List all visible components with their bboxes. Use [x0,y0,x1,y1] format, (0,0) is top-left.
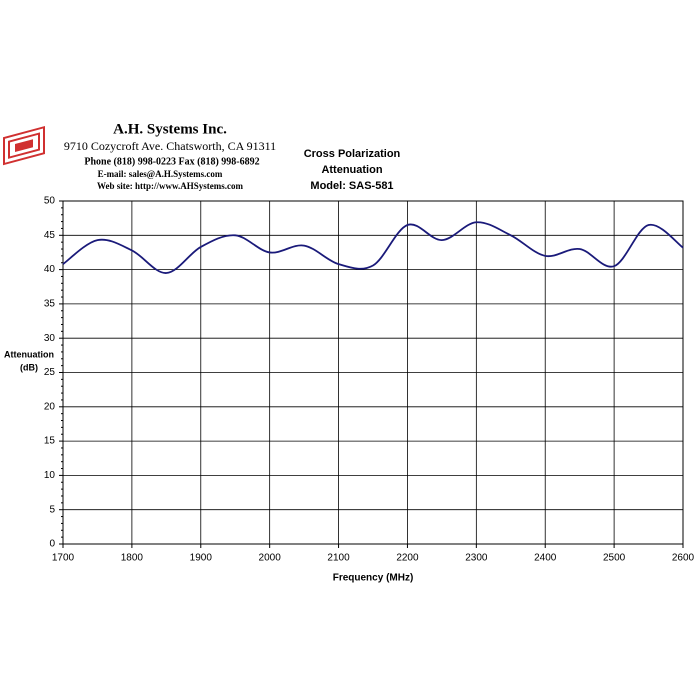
y-axis-label: (dB) [20,362,38,372]
x-axis-label: Frequency (MHz) [333,573,414,584]
chart-title: Model: SAS-581 [310,180,393,192]
y-axis-label: Attenuation [4,349,54,359]
x-tick-label: 2300 [465,553,488,564]
y-tick-label: 35 [44,299,56,310]
y-tick-label: 10 [44,470,56,481]
y-tick-label: 20 [44,401,56,412]
website: Web site: http://www.AHSystems.com [97,181,243,191]
x-tick-label: 1700 [52,553,75,564]
address: 9710 Cozycroft Ave. Chatsworth, CA 91311 [64,139,276,153]
y-tick-label: 50 [44,196,56,207]
y-tick-label: 40 [44,264,56,275]
y-tick-label: 30 [44,333,56,344]
x-tick-label: 2100 [327,553,350,564]
y-tick-label: 25 [44,367,56,378]
company: A.H. Systems Inc. [113,121,227,137]
x-tick-label: 2000 [259,553,282,564]
x-tick-label: 2200 [396,553,419,564]
plot-frame [62,200,684,545]
y-tick-label: 15 [44,436,56,447]
x-tick-label: 2400 [534,553,557,564]
y-tick-label: 45 [44,230,56,241]
y-tick-label: 5 [49,504,55,515]
x-tick-label: 2500 [603,553,626,564]
chart-title: Cross Polarization [304,148,401,160]
email: E-mail: sales@A.H.Systems.com [98,169,223,179]
logo [3,126,45,166]
x-tick-label: 1900 [190,553,213,564]
y-tick-label: 0 [49,539,55,550]
x-tick-label: 1800 [121,553,144,564]
x-tick-label: 2600 [672,553,695,564]
data-line [62,221,684,274]
chart-title: Attenuation [321,164,382,176]
phone: Phone (818) 998-0223 Fax (818) 998-6892 [84,156,259,167]
